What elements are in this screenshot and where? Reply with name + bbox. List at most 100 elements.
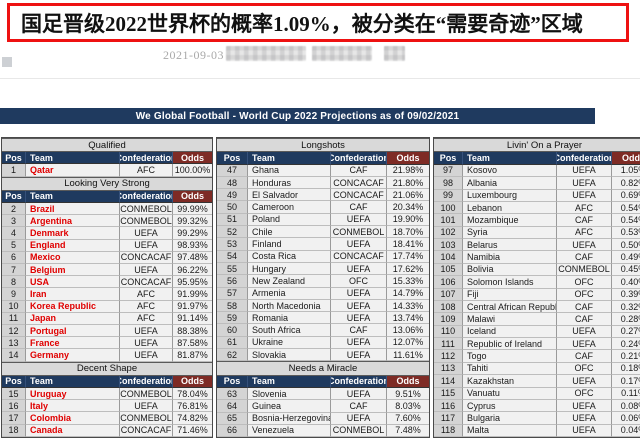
section-header: Decent Shape bbox=[2, 361, 212, 376]
cell-team: Qatar bbox=[26, 164, 120, 177]
cell-conf: CAF bbox=[557, 300, 612, 314]
cell-pos: 64 bbox=[217, 400, 248, 413]
cell-odds: 18.70% bbox=[387, 226, 429, 239]
cell-team: Lebanon bbox=[463, 201, 557, 215]
cell-odds: 19.90% bbox=[387, 213, 429, 227]
cell-team: Slovakia bbox=[248, 349, 331, 362]
cell-conf: CAF bbox=[331, 324, 387, 337]
cell-team: Japan bbox=[26, 312, 120, 326]
cell-odds: 21.98% bbox=[387, 164, 429, 177]
table-row: 11 Japan AFC 91.14% bbox=[2, 312, 212, 326]
cell-conf: CAF bbox=[557, 251, 612, 264]
cell-conf: CONCACAF bbox=[120, 251, 173, 265]
cell-team: France bbox=[26, 337, 120, 350]
table-row: 17 Colombia CONMEBOL 74.82% bbox=[2, 412, 212, 425]
cell-odds: 0.69% bbox=[612, 189, 640, 202]
cell-pos: 66 bbox=[217, 424, 248, 438]
cell-team: Finland bbox=[248, 238, 331, 251]
cell-team: Hungary bbox=[248, 262, 331, 276]
table-row: 3 Argentina CONMEBOL 99.32% bbox=[2, 215, 212, 228]
cell-odds: 0.08% bbox=[612, 399, 640, 413]
cell-odds: 12.07% bbox=[387, 336, 429, 350]
cell-conf: OFC bbox=[557, 362, 612, 376]
column-header-odds: Odds bbox=[612, 152, 640, 165]
cell-pos: 2 bbox=[2, 203, 26, 216]
cell-team: Togo bbox=[463, 350, 557, 363]
cell-odds: 91.97% bbox=[173, 300, 212, 313]
cell-conf: UEFA bbox=[331, 312, 387, 325]
cell-conf: UEFA bbox=[331, 262, 387, 276]
cell-team: Guinea bbox=[248, 400, 331, 413]
cell-pos: 105 bbox=[434, 263, 463, 277]
cell-odds: 0.27% bbox=[612, 325, 640, 338]
section-header: Needs a Miracle bbox=[217, 361, 429, 376]
cell-pos: 52 bbox=[217, 226, 248, 239]
table-row: 8 USA CONCACAF 95.95% bbox=[2, 276, 212, 289]
cell-team: Canada bbox=[26, 424, 120, 437]
cell-odds: 76.81% bbox=[173, 400, 212, 413]
cell-pos: 59 bbox=[217, 312, 248, 325]
cell-odds: 18.41% bbox=[387, 238, 429, 251]
column-header-odds: Odds bbox=[173, 375, 212, 389]
cell-team: Fiji bbox=[463, 288, 557, 301]
section-header: Livin' On a Prayer bbox=[434, 138, 640, 153]
cell-team: Mexico bbox=[26, 251, 120, 265]
cell-conf: OFC bbox=[557, 387, 612, 400]
cell-pos: 116 bbox=[434, 399, 463, 413]
cell-pos: 113 bbox=[434, 362, 463, 376]
cell-conf: CONMEBOL bbox=[120, 412, 173, 425]
cell-team: Malawi bbox=[463, 313, 557, 326]
cell-conf: UEFA bbox=[557, 399, 612, 413]
cell-pos: 60 bbox=[217, 324, 248, 337]
cell-odds: 99.29% bbox=[173, 227, 212, 240]
cell-team: Chile bbox=[248, 226, 331, 239]
cell-conf: CONMEBOL bbox=[120, 388, 173, 401]
cell-odds: 21.06% bbox=[387, 189, 429, 202]
cell-pos: 6 bbox=[2, 251, 26, 265]
column-header-odds: Odds bbox=[387, 152, 429, 165]
cell-conf: UEFA bbox=[557, 239, 612, 252]
cell-team: Bulgaria bbox=[463, 412, 557, 425]
redacted-author-block bbox=[226, 46, 306, 61]
table-row: 5 England UEFA 98.93% bbox=[2, 239, 212, 252]
table-row: 53 Finland UEFA 18.41% bbox=[217, 238, 429, 251]
table-row: 60 South Africa CAF 13.06% bbox=[217, 324, 429, 337]
author-avatar bbox=[2, 57, 12, 67]
section-divider bbox=[0, 78, 640, 79]
cell-odds: 0.17% bbox=[612, 375, 640, 388]
cell-pos: 49 bbox=[217, 189, 248, 202]
column-header-team: Team bbox=[26, 152, 120, 165]
cell-pos: 18 bbox=[2, 424, 26, 437]
table-panel-livin-on-a-prayer: Livin' On a Prayer Pos Team Confederation Od… bbox=[433, 137, 640, 438]
cell-pos: 9 bbox=[2, 288, 26, 301]
cell-team: Solomon Islands bbox=[463, 276, 557, 289]
cell-odds: 11.61% bbox=[387, 349, 429, 362]
column-header-odds: Odds bbox=[387, 375, 429, 388]
cell-odds: 0.04% bbox=[612, 424, 640, 437]
cell-conf: UEFA bbox=[120, 325, 173, 338]
cell-team: Brazil bbox=[26, 203, 120, 216]
cell-pos: 117 bbox=[434, 412, 463, 425]
cell-pos: 47 bbox=[217, 164, 248, 177]
cell-conf: CONMEBOL bbox=[331, 226, 387, 239]
cell-team: Honduras bbox=[248, 176, 331, 190]
column-header-conf: Confederation bbox=[331, 152, 387, 165]
column-header-conf: Confederation bbox=[331, 375, 387, 388]
column-header-team: Team bbox=[248, 152, 331, 165]
cell-team: Cameroon bbox=[248, 201, 331, 214]
table-row: 56 New Zealand OFC 15.33% bbox=[217, 275, 429, 288]
cell-odds: 17.74% bbox=[387, 250, 429, 263]
table-row: 1 Qatar AFC 100.00% bbox=[2, 164, 212, 177]
cell-pos: 100 bbox=[434, 201, 463, 215]
cell-pos: 114 bbox=[434, 375, 463, 388]
cell-conf: CAF bbox=[557, 350, 612, 363]
cell-conf: AFC bbox=[120, 300, 173, 313]
cell-conf: AFC bbox=[120, 288, 173, 301]
